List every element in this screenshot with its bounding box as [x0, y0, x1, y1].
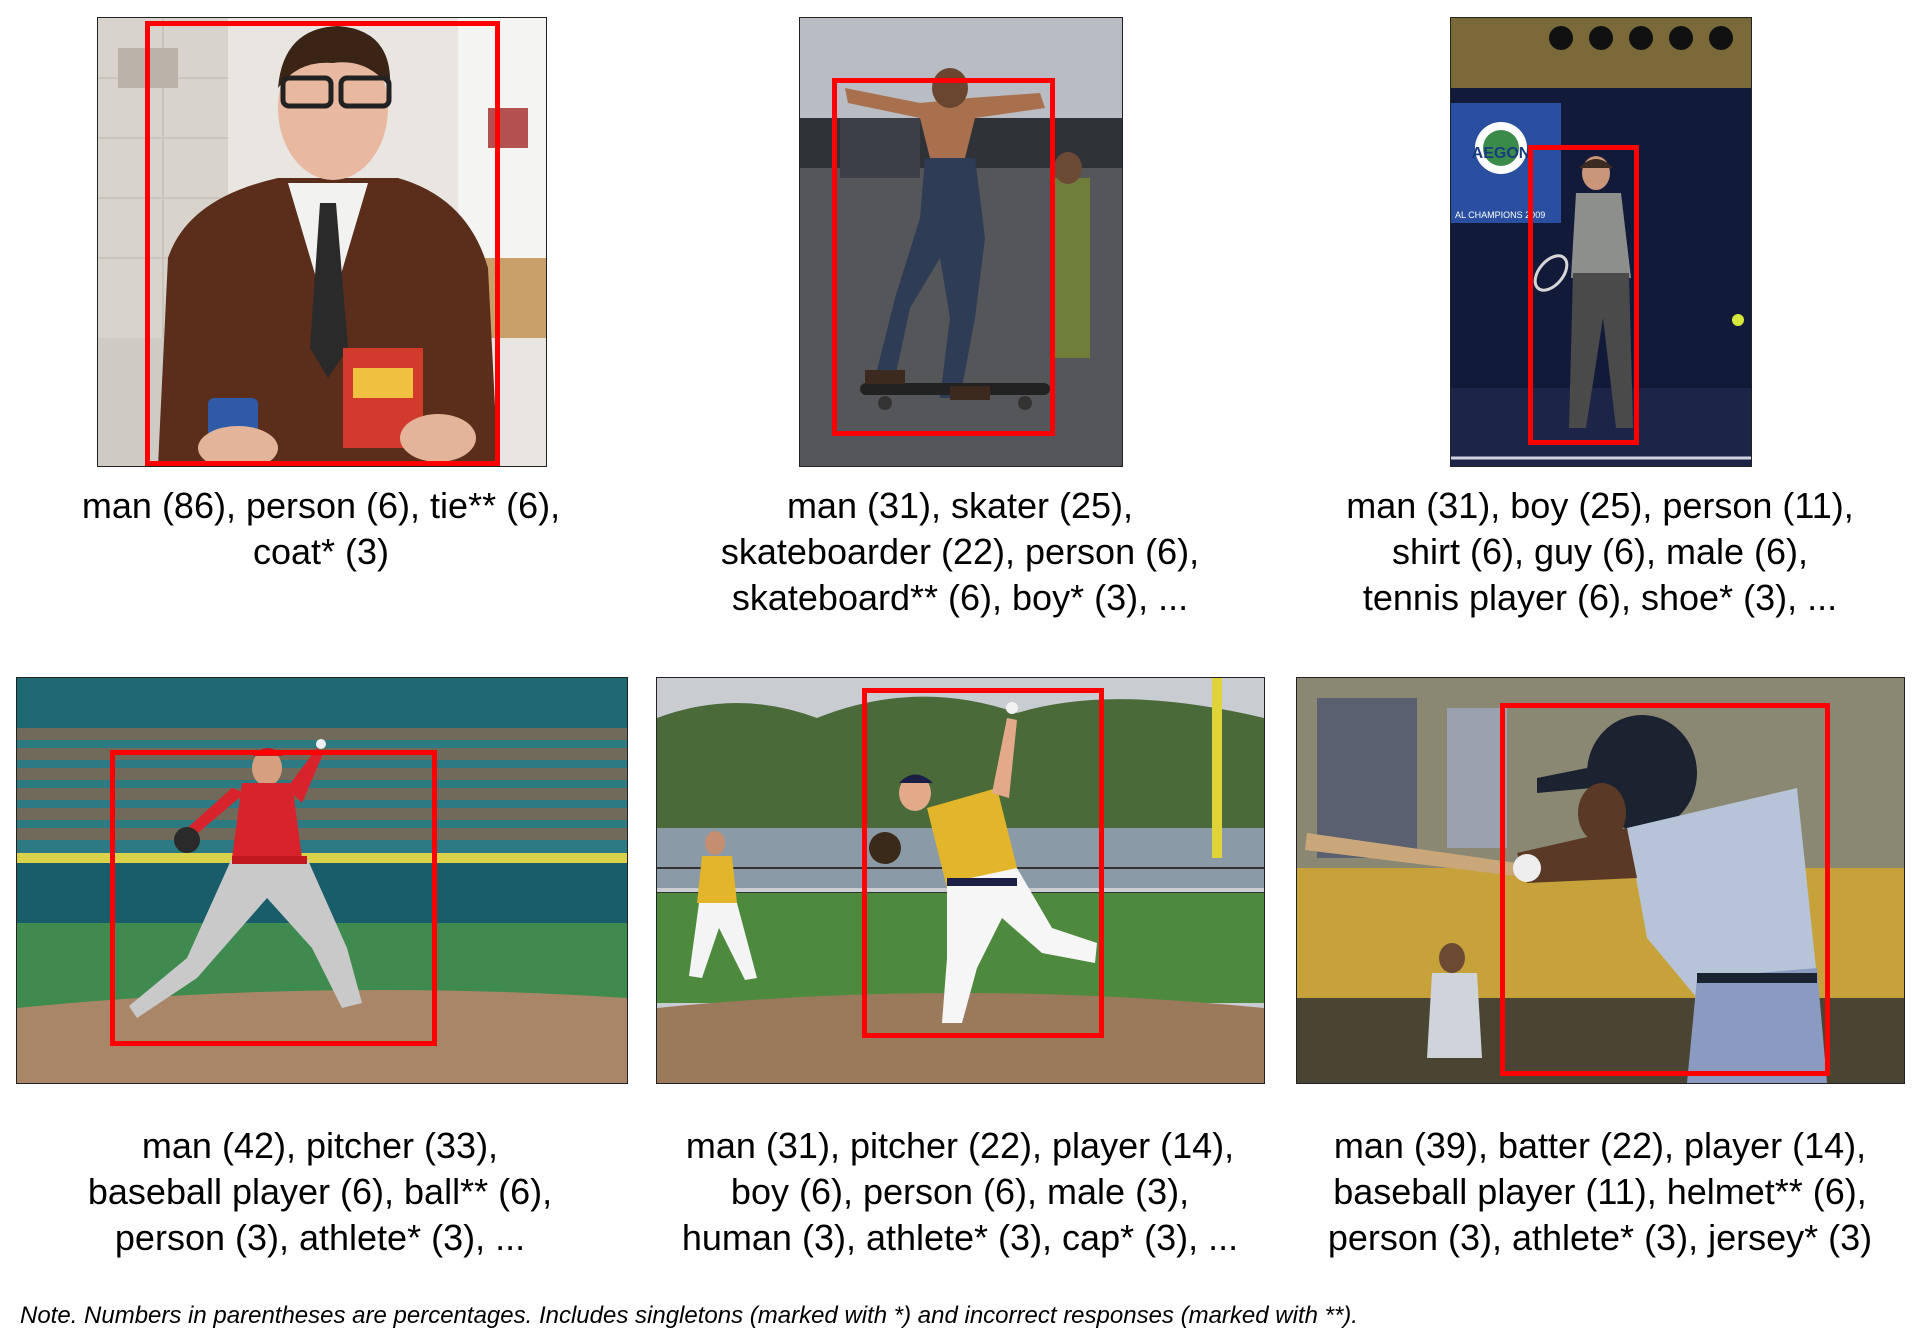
photo-tennis-boy: AEGON AL CHAMPIONS 2009	[1450, 17, 1752, 467]
caption-batter: man (39), batter (22), player (14), base…	[1290, 1123, 1910, 1261]
photo-red-pitcher	[16, 677, 628, 1084]
banner-text: AL CHAMPIONS 2009	[1455, 210, 1545, 220]
bounding-box	[862, 688, 1104, 1038]
caption-line: baseball player (6), ball** (6),	[87, 1171, 553, 1212]
photo-batter-illustration	[1297, 678, 1904, 1083]
caption-tennis-boy: man (31), boy (25), person (11), shirt (…	[1300, 483, 1900, 621]
photo-tennis-boy-illustration: AEGON AL CHAMPIONS 2009	[1451, 18, 1751, 466]
caption-line: man (31), boy (25), person (11),	[1346, 485, 1854, 526]
caption-line: shirt (6), guy (6), male (6),	[1391, 531, 1809, 572]
photo-batter	[1296, 677, 1905, 1084]
caption-line: man (31), pitcher (22), player (14),	[685, 1125, 1235, 1166]
caption-line: baseball player (11), helmet** (6),	[1333, 1171, 1867, 1212]
caption-man-coat: man (86), person (6), tie** (6), coat* (…	[20, 483, 622, 575]
bounding-box	[145, 21, 500, 466]
bounding-box	[1500, 703, 1830, 1076]
caption-line: person (3), athlete* (3), ...	[114, 1217, 526, 1258]
caption-line: boy (6), person (6), male (3),	[730, 1171, 1190, 1212]
caption-line: man (39), batter (22), player (14),	[1333, 1125, 1867, 1166]
bounding-box	[110, 750, 437, 1046]
photo-skateboarder-illustration	[800, 18, 1122, 466]
bounding-box	[1528, 145, 1639, 445]
caption-line: skateboarder (22), person (6),	[720, 531, 1200, 572]
caption-line: man (42), pitcher (33),	[141, 1125, 499, 1166]
logo-text: AEGON	[1472, 145, 1531, 162]
caption-skateboarder: man (31), skater (25), skateboarder (22)…	[660, 483, 1260, 621]
caption-line: person (3), athlete* (3), jersey* (3)	[1327, 1217, 1873, 1258]
photo-yellow-pitcher-illustration	[657, 678, 1264, 1083]
caption-line: tennis player (6), shoe* (3), ...	[1362, 577, 1838, 618]
caption-red-pitcher: man (42), pitcher (33), baseball player …	[20, 1123, 620, 1261]
photo-red-pitcher-illustration	[17, 678, 627, 1083]
photo-yellow-pitcher	[656, 677, 1265, 1084]
figure-note: Note. Numbers in parentheses are percent…	[20, 1302, 1358, 1329]
caption-line: human (3), athlete* (3), cap* (3), ...	[681, 1217, 1239, 1258]
photo-man-coat	[97, 17, 547, 467]
caption-line: coat* (3)	[252, 531, 390, 572]
photo-man-coat-illustration	[98, 18, 546, 466]
photo-skateboarder	[799, 17, 1123, 467]
caption-line: man (31), skater (25),	[786, 485, 1134, 526]
bounding-box	[832, 78, 1055, 436]
caption-yellow-pitcher: man (31), pitcher (22), player (14), boy…	[640, 1123, 1280, 1261]
caption-line: man (86), person (6), tie** (6),	[81, 485, 561, 526]
caption-line: skateboard** (6), boy* (3), ...	[731, 577, 1189, 618]
